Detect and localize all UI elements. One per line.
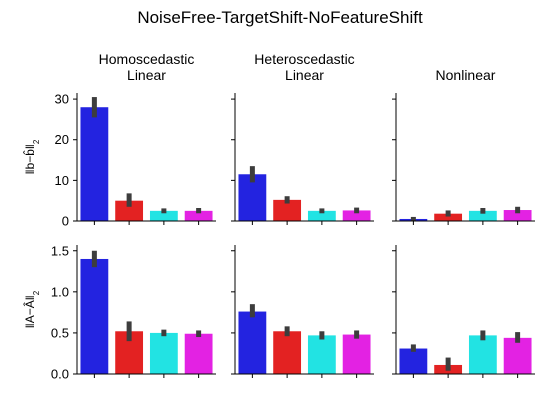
bar xyxy=(503,337,532,374)
y-tick-label: 0.0 xyxy=(51,367,69,382)
bar xyxy=(307,335,336,374)
bar xyxy=(342,334,371,374)
y-tick-label: 1.5 xyxy=(51,243,69,258)
y-tick-label: 1.0 xyxy=(51,284,69,299)
y-tick-label: 0 xyxy=(62,214,69,229)
bar xyxy=(115,200,144,221)
bar xyxy=(468,335,497,374)
column-title-line: Linear xyxy=(285,67,324,83)
bar xyxy=(273,331,302,374)
panel xyxy=(231,245,374,378)
bar xyxy=(399,348,428,374)
y-tick-label: 30 xyxy=(55,92,69,107)
bar xyxy=(307,210,336,221)
bar xyxy=(184,210,213,221)
bar xyxy=(434,213,463,221)
y-tick-label: 10 xyxy=(55,173,69,188)
bar xyxy=(149,332,178,374)
bar xyxy=(80,258,109,374)
figure-title: NoiseFree-TargetShift-NoFeatureShift xyxy=(137,8,423,27)
y-axis-label-main: ‖A−Â‖ xyxy=(22,295,37,328)
bar xyxy=(238,311,267,374)
column-title-line: Linear xyxy=(127,67,166,83)
panel xyxy=(392,93,535,225)
bar xyxy=(184,333,213,374)
panel xyxy=(392,245,535,378)
y-axis-label: ‖A−Â‖2 xyxy=(22,290,41,328)
y-tick-label: 0.5 xyxy=(51,325,69,340)
column-titles: HomoscedasticLinearHeteroscedasticLinear… xyxy=(99,51,496,83)
bar xyxy=(149,210,178,221)
column-title-line: Nonlinear xyxy=(436,67,496,83)
bar xyxy=(273,199,302,221)
bar xyxy=(503,210,532,221)
panels: 0 10 20 30 0.0 0.5 1.0 1.5 xyxy=(51,92,535,382)
y-axis-label-main: ‖b−b̂‖ xyxy=(22,144,37,174)
panel: 0 10 20 30 xyxy=(55,92,216,229)
column-title-line: Heteroscedastic xyxy=(254,51,354,67)
y-axis-label-subscript: 2 xyxy=(32,290,41,295)
column-title-line: Homoscedastic xyxy=(99,51,195,67)
row-labels: ‖b−b̂‖2‖A−Â‖2 xyxy=(22,139,41,328)
y-tick-label: 20 xyxy=(55,132,69,147)
y-axis-label: ‖b−b̂‖2 xyxy=(22,139,40,174)
bar xyxy=(468,210,497,221)
panel: 0.0 0.5 1.0 1.5 xyxy=(51,243,216,382)
bar xyxy=(80,107,109,221)
bar xyxy=(342,210,371,221)
panel xyxy=(231,93,374,225)
y-axis-label-subscript: 2 xyxy=(32,139,41,144)
